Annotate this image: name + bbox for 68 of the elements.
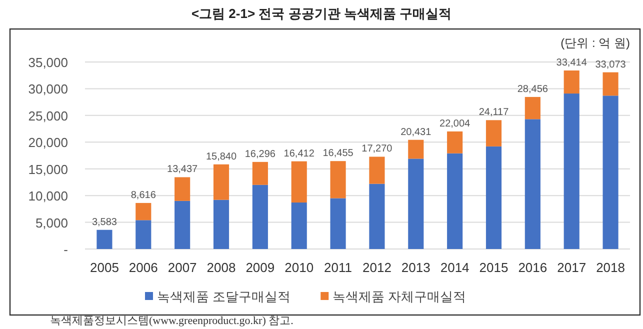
bar (524, 96, 540, 120)
bar (602, 72, 618, 96)
bar (408, 140, 424, 159)
y-tick-label: 10,000 (28, 188, 68, 204)
bar (213, 164, 230, 200)
y-tick-label: 5,000 (35, 215, 68, 230)
bar (291, 202, 307, 249)
total-label: 16,412 (284, 148, 315, 160)
y-tick-label: 20,000 (28, 135, 68, 150)
x-tick-label: 2017 (557, 260, 586, 275)
bar (136, 202, 152, 220)
x-tick-label: 2007 (168, 260, 197, 275)
bar (486, 146, 502, 249)
x-tick-label: 2006 (128, 260, 158, 275)
x-tick-label: 2011 (324, 260, 352, 275)
bar (174, 200, 190, 249)
total-label: 16,455 (322, 148, 354, 160)
bar (213, 200, 230, 249)
bar (447, 131, 463, 154)
x-tick-label: 2013 (401, 260, 430, 275)
total-label: 3,583 (92, 216, 118, 228)
bar (96, 230, 112, 249)
text: 녹색제품정보시스템(www.greenproduct.go.kr) 참고. (50, 315, 294, 327)
total-label: 8,616 (130, 190, 156, 201)
bar (602, 96, 618, 249)
total-label: 33,414 (556, 57, 588, 68)
bar (486, 120, 502, 146)
bar (291, 161, 307, 203)
total-label: 33,073 (595, 59, 626, 70)
total-label: 20,431 (400, 126, 432, 138)
chart-title: <그림 2-1> 전국 공공기관 녹색제품 구매실적 (191, 6, 452, 21)
y-tick-label: 25,000 (28, 108, 68, 124)
x-tick-label: 2005 (90, 260, 119, 275)
x-tick-label: 2018 (596, 260, 625, 275)
bar (564, 94, 580, 249)
bar (252, 184, 268, 249)
total-label: 15,840 (206, 151, 237, 162)
x-tick-label: 2008 (206, 260, 236, 275)
bar (408, 158, 424, 249)
bar (369, 184, 385, 249)
bar (524, 119, 540, 249)
x-tick-label: 2014 (440, 260, 470, 275)
bar (369, 156, 385, 184)
total-label: 28,456 (517, 84, 548, 95)
total-label: 13,437 (167, 164, 198, 176)
legend-label: 녹색제품 조달구매실적 (157, 289, 291, 304)
y-tick-label: 15,000 (28, 162, 68, 177)
bar (252, 162, 268, 185)
bar (447, 153, 463, 249)
total-label: 16,296 (244, 148, 276, 160)
bar (330, 198, 346, 249)
x-tick-label: 2010 (284, 260, 314, 275)
total-label: 22,004 (440, 118, 471, 130)
x-tick-label: 2015 (479, 260, 508, 275)
total-label: 24,117 (478, 107, 510, 118)
x-tick-label: 2016 (518, 260, 548, 275)
y-tick-label: 30,000 (28, 82, 68, 97)
bar (330, 161, 346, 198)
bar (564, 70, 580, 94)
total-label: 17,270 (362, 144, 393, 155)
bar (136, 220, 152, 249)
legend-label: 녹색제품 자체구매실적 (332, 289, 466, 304)
y-tick-label: 35,000 (28, 55, 68, 70)
x-tick-label: 2009 (246, 260, 275, 275)
text: (단위 : 억 원) (560, 36, 630, 50)
bar (174, 177, 190, 201)
y-tick-label: - (64, 242, 68, 257)
x-tick-label: 2012 (362, 260, 392, 275)
